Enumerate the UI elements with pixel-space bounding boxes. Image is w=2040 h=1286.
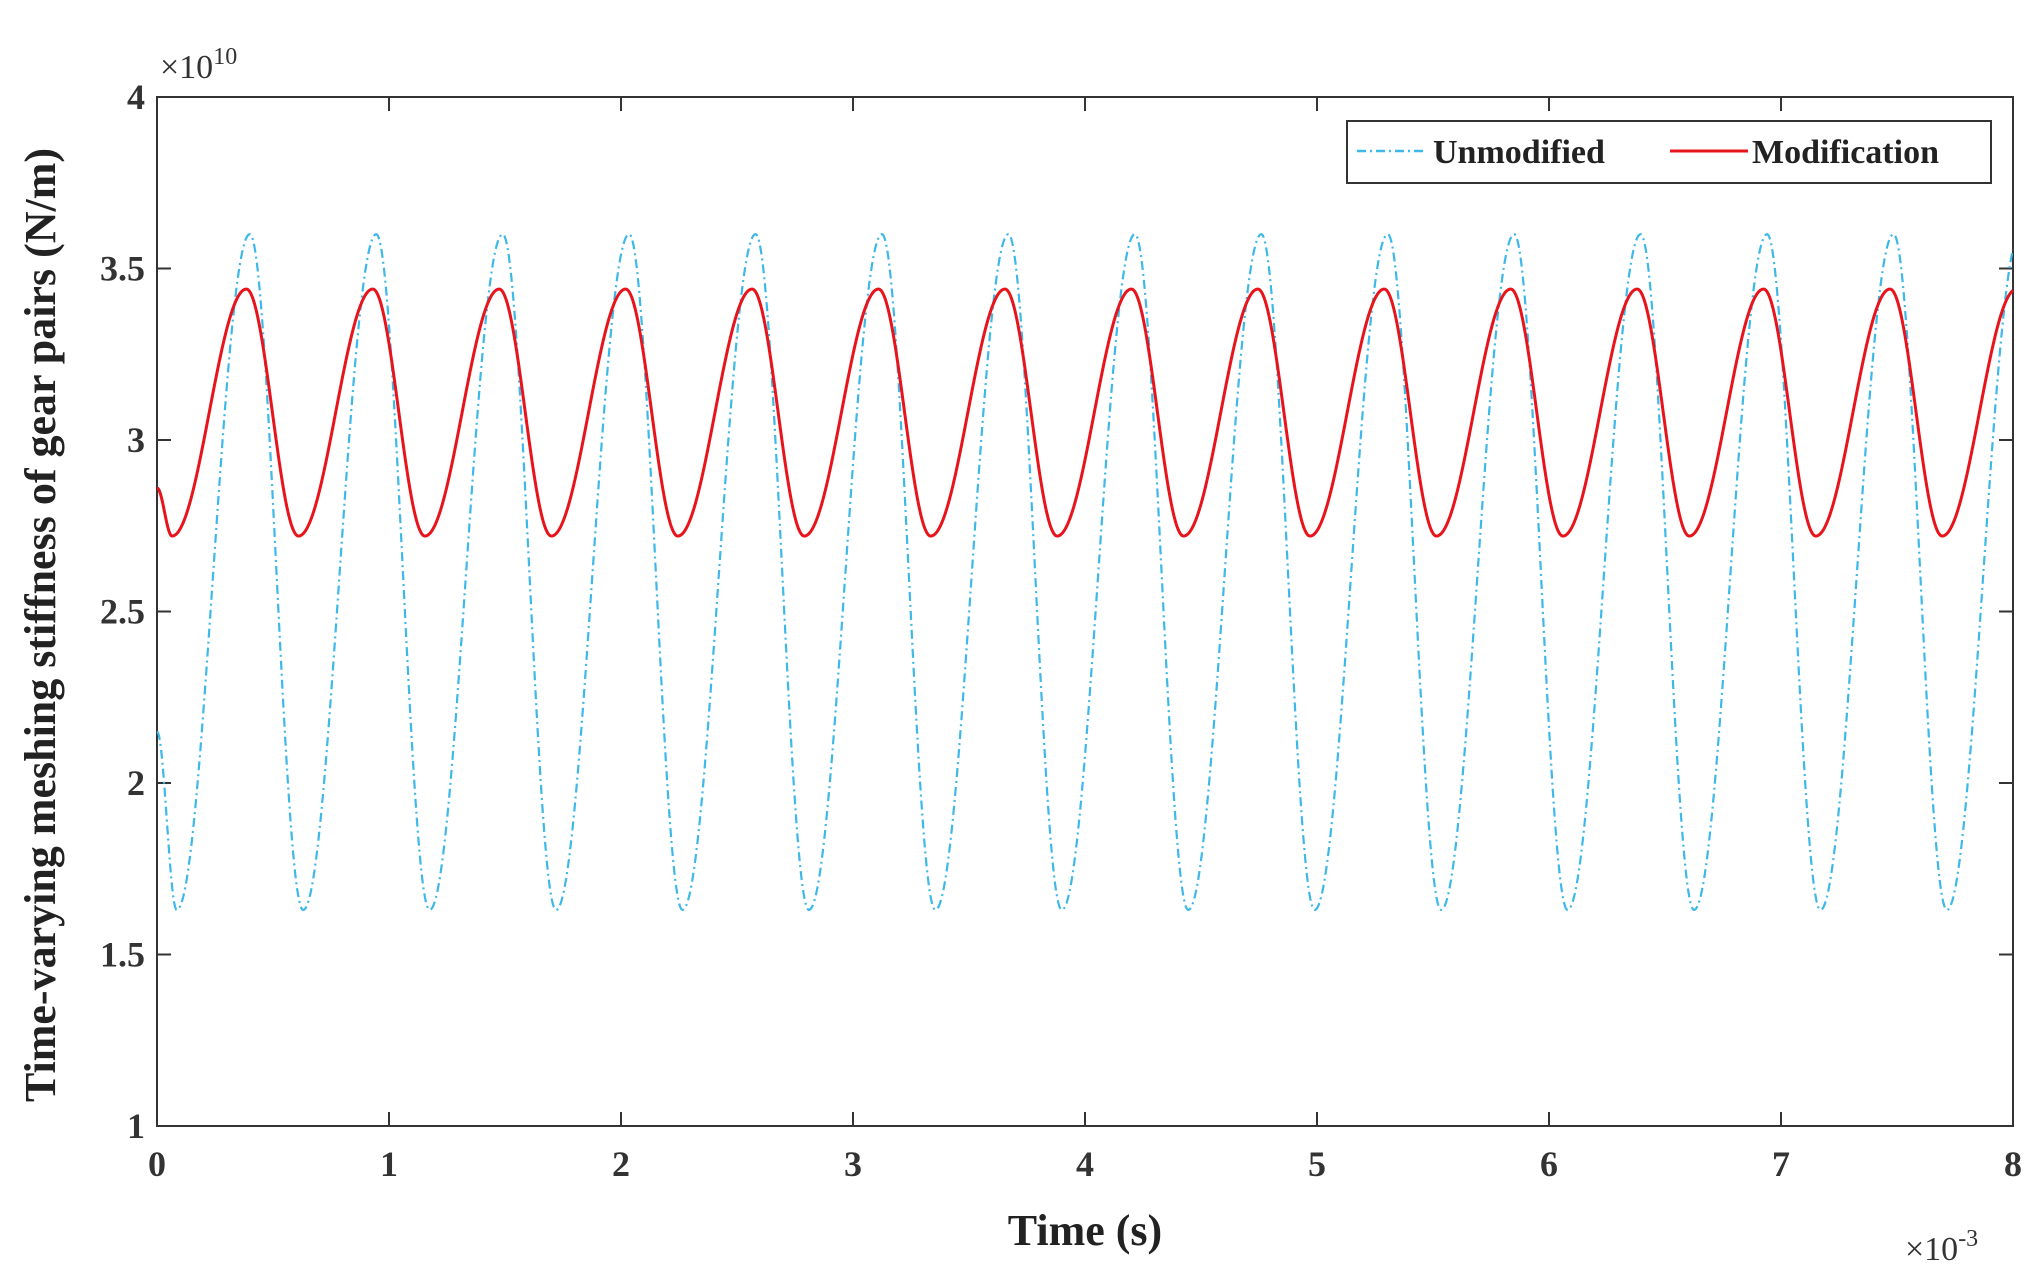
x-tick-label: 1 — [380, 1144, 398, 1184]
plot-area-frame — [156, 96, 2014, 1127]
y-axis: 1 1.5 2 2.5 3 3.5 4 — [100, 77, 2013, 1146]
legend-label-unmodified: Unmodified — [1433, 134, 1605, 171]
x-axis: 0 1 2 3 4 5 6 7 8 — [148, 97, 2022, 1184]
series-layer — [156, 233, 2015, 912]
legend: Unmodified Modification — [1346, 120, 1992, 184]
x-tick-label: 4 — [1076, 1144, 1094, 1184]
x-tick-label: 6 — [1540, 1144, 1558, 1184]
y-tick-label: 3 — [127, 420, 145, 460]
legend-box — [1346, 120, 1992, 184]
y-tick-label: 4 — [127, 77, 145, 117]
x-tick-label: 5 — [1308, 1144, 1326, 1184]
x-tick-label: 7 — [1772, 1144, 1790, 1184]
y-tick-label: 2.5 — [100, 592, 145, 632]
legend-label-modification: Modification — [1752, 134, 1939, 171]
x-multiplier: ×10-3 — [1905, 1226, 1978, 1268]
y-tick-label: 2 — [127, 763, 145, 803]
y-tick-label: 3.5 — [100, 249, 145, 289]
y-tick-label: 1.5 — [100, 935, 145, 975]
y-multiplier: ×1010 — [160, 44, 237, 86]
series-line-modification — [156, 287, 2014, 538]
x-tick-label: 8 — [2004, 1144, 2022, 1184]
y-axis-label: Time-varying meshing stiffness of gear p… — [16, 148, 65, 1102]
y-tick-label: 1 — [127, 1106, 145, 1146]
x-tick-label: 0 — [148, 1144, 166, 1184]
x-tick-label: 3 — [844, 1144, 862, 1184]
series-line-unmodified — [156, 233, 2015, 912]
x-axis-label: Time (s) — [1008, 1206, 1162, 1255]
x-tick-label: 2 — [612, 1144, 630, 1184]
